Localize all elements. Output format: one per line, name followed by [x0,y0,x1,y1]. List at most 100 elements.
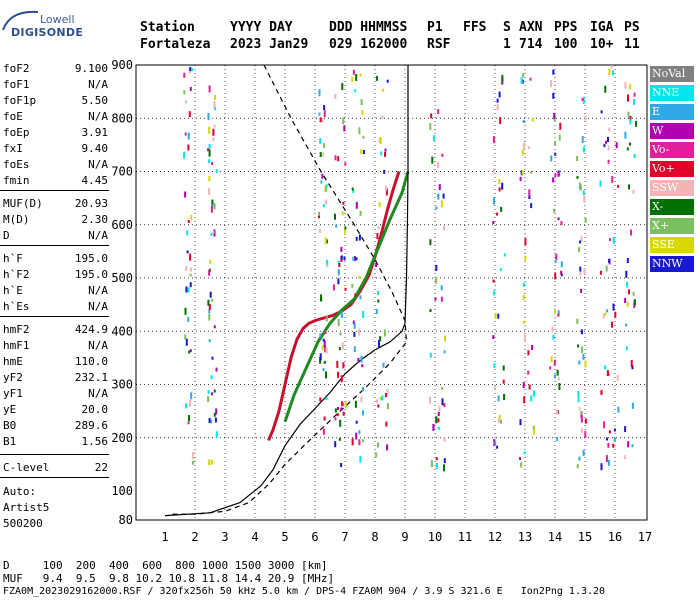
echo-point [319,353,322,361]
x-tick-label: 3 [221,530,228,544]
echo-point [382,88,385,92]
echo-point [492,136,495,144]
echo-point [625,323,628,327]
echo-point [357,358,360,363]
echo-point [554,173,557,178]
echo-point [189,273,192,277]
echo-point [577,391,580,398]
echo-point [212,230,215,234]
echo-point [493,386,496,390]
echo-point [360,149,363,155]
echo-point [384,186,387,192]
echo-point [361,110,364,116]
echo-point [359,73,362,77]
echo-point [633,154,636,158]
echo-point [584,430,587,438]
echo-point [438,184,441,191]
y-tick-label: 800 [111,111,133,125]
echo-point [189,67,192,72]
x-tick-label: 12 [488,530,502,544]
echo-point [351,283,354,288]
echo-point [635,120,638,127]
echo-point [608,259,611,263]
echo-point [524,255,527,261]
series-dashed [171,64,408,515]
echo-point [340,246,343,252]
echo-point [210,419,212,424]
echo-point [579,272,582,276]
echo-point [576,464,579,469]
echo-point [376,233,379,240]
param-value: N/A [88,158,108,171]
x-tick-label: 5 [281,530,288,544]
echo-point [334,155,337,161]
echo-point [530,395,533,402]
echo-point [533,428,536,435]
echo-point [325,187,327,192]
echo-point [362,311,365,318]
header-row1-cell: DDD HHMMSS [329,20,408,35]
x-tick-label: 2 [191,530,198,544]
echo-point [378,138,381,144]
echo-point [375,309,378,314]
echo-point [354,400,357,408]
echo-point [612,443,615,448]
logo-digisonde: DIGISONDE [11,26,84,39]
echo-point [603,421,606,429]
echo-point [355,420,358,424]
echo-point [210,232,213,236]
echo-point [629,84,632,90]
echo-point [600,390,603,395]
echo-point [612,303,615,311]
echo-point [631,444,634,448]
echo-point [378,202,381,208]
echo-point [498,91,501,98]
echo-point [321,118,324,123]
echo-point [603,144,606,148]
header-row1-cell: Station [140,20,195,35]
echo-point [629,116,632,121]
echo-point [626,258,629,263]
echo-point [633,98,635,105]
echo-point [377,291,379,295]
param-value: 20.93 [74,197,108,210]
echo-point [215,408,218,415]
echo-point [323,360,326,364]
echo-point [189,349,192,353]
echo-point [338,347,341,351]
echo-point [492,335,495,340]
echo-point [183,72,186,78]
echo-point [213,325,216,329]
echo-point [556,437,559,442]
echo-point [630,229,633,236]
header-row2-cell: 1 [503,37,511,52]
echo-point [629,142,631,146]
echo-point [520,77,523,85]
echo-point [352,320,355,325]
echo-point [429,122,432,130]
echo-point [187,132,190,140]
echo-point [187,144,190,151]
echo-point [208,417,211,423]
echo-point [318,211,321,216]
param-label: foE [3,110,23,123]
echo-point [343,229,346,235]
echo-point [527,146,530,150]
echo-point [352,256,355,261]
echo-point [213,229,216,237]
echo-point [326,259,329,265]
echo-point [624,426,627,433]
echo-point [322,428,325,435]
echo-point [386,79,389,83]
echo-point [213,389,216,393]
echo-point [354,293,357,297]
param-value: 424.9 [74,323,108,336]
echo-point [627,94,629,102]
echo-point [341,83,344,91]
echo-point [358,234,361,241]
echo-point [444,335,446,342]
param-divider [0,454,109,455]
echo-point [354,89,357,93]
echo-point [187,287,190,293]
echo-point [207,299,210,306]
